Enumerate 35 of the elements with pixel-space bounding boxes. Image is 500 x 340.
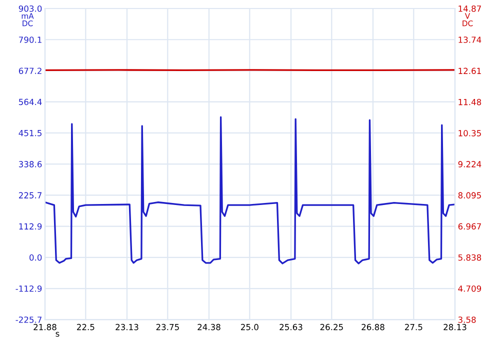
y-tick-label: 564.4 <box>19 98 42 106</box>
y2-tick-label: 6.967 <box>458 223 481 230</box>
y-tick-label: 0.0 <box>30 254 42 261</box>
x-tick-label: 27.5 <box>405 324 422 330</box>
x-tick-label: 26.25 <box>320 324 343 330</box>
x-tick-label: 28.13 <box>444 324 466 330</box>
y2-tick-label: 5.838 <box>458 254 482 261</box>
y-tick-label: 677.2 <box>18 68 42 74</box>
y2-tick-label: 4.709 <box>458 285 482 292</box>
x-tick-label: 23.75 <box>156 324 179 330</box>
y-tick-label: -112.9 <box>16 285 42 292</box>
y-tick-label: 112.9 <box>19 223 42 230</box>
x-tick-label: 21.88 <box>34 324 56 330</box>
y-tick-label: 338.6 <box>19 161 42 168</box>
line-series <box>45 116 455 264</box>
x-tick-label: 24.38 <box>198 324 220 330</box>
x-tick-label: 22.5 <box>77 324 94 330</box>
y2-tick-label: 14.87 <box>458 5 481 12</box>
x-axis-title: s <box>56 332 60 337</box>
x-tick-label: 26.88 <box>362 324 384 330</box>
y-tick-label: 790.1 <box>19 36 42 43</box>
y2-tick-label: 3.58 <box>458 316 476 323</box>
x-tick-label: 25.63 <box>280 324 302 330</box>
y-tick-label: 225.7 <box>18 192 42 198</box>
y2-tick-label: 9.224 <box>458 161 482 168</box>
y2-tick-label: 13.74 <box>458 36 482 43</box>
y2-tick-label: 8.095 <box>458 192 481 198</box>
x-tick-label: 23.13 <box>116 324 138 330</box>
x-tick-label: 25.0 <box>241 324 258 330</box>
y2-tick-label: 11.48 <box>458 98 482 106</box>
y-tick-label: 903.0 <box>18 5 42 12</box>
y2-tick-label: 12.61 <box>458 68 481 74</box>
y2-tick-label: 10.35 <box>458 130 481 136</box>
y-tick-label: 451.5 <box>18 130 42 136</box>
y-tick-label: -225.7 <box>16 316 42 323</box>
